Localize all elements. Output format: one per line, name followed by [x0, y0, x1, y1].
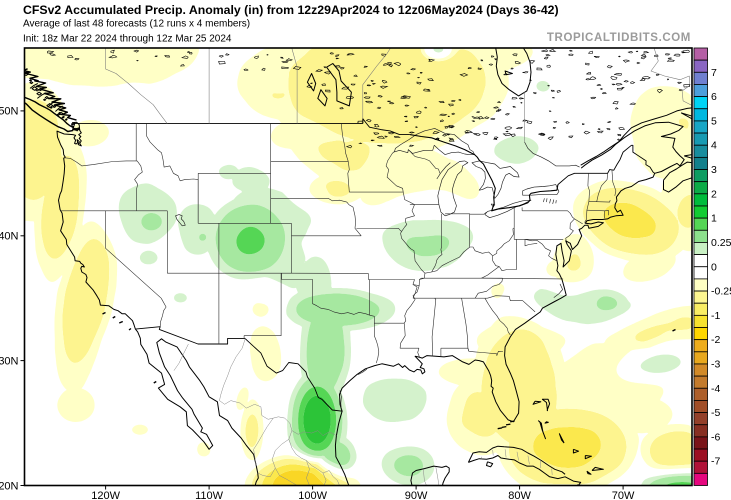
svg-text:TROPICALTIDBITS.COM: TROPICALTIDBITS.COM — [547, 32, 691, 44]
svg-text:3: 3 — [711, 164, 717, 176]
svg-text:-5: -5 — [711, 407, 720, 419]
svg-text:80W: 80W — [508, 490, 531, 500]
svg-text:-6: -6 — [711, 431, 720, 443]
svg-text:-4: -4 — [711, 383, 720, 395]
svg-text:30N: 30N — [0, 355, 19, 367]
svg-text:-7: -7 — [711, 456, 720, 468]
svg-text:0: 0 — [711, 261, 717, 273]
svg-text:Init: 18z Mar 22 2024 through: Init: 18z Mar 22 2024 through 12z Mar 25… — [23, 34, 232, 45]
svg-text:110W: 110W — [195, 490, 224, 500]
svg-text:7: 7 — [711, 67, 717, 79]
svg-text:100W: 100W — [298, 490, 327, 500]
svg-text:50N: 50N — [0, 106, 19, 118]
svg-text:120W: 120W — [91, 490, 120, 500]
svg-text:-2: -2 — [711, 334, 720, 346]
svg-text:70W: 70W — [612, 490, 635, 500]
svg-text:40N: 40N — [0, 231, 19, 243]
svg-text:20N: 20N — [0, 480, 19, 492]
svg-text:-1: -1 — [711, 310, 720, 322]
svg-text:0.25: 0.25 — [711, 237, 731, 249]
svg-text:Average of last 48 forecasts (: Average of last 48 forecasts (12 runs x … — [23, 19, 250, 30]
svg-text:5: 5 — [711, 115, 717, 127]
svg-text:-3: -3 — [711, 358, 720, 370]
svg-text:6: 6 — [711, 91, 717, 103]
svg-text:90W: 90W — [405, 490, 428, 500]
svg-text:4: 4 — [711, 140, 717, 152]
svg-text:-0.25: -0.25 — [711, 286, 731, 298]
svg-text:2: 2 — [711, 188, 717, 200]
svg-text:CFSv2 Accumulated Precip. Anom: CFSv2 Accumulated Precip. Anomaly (in) f… — [23, 3, 559, 17]
svg-text:1: 1 — [711, 213, 717, 225]
